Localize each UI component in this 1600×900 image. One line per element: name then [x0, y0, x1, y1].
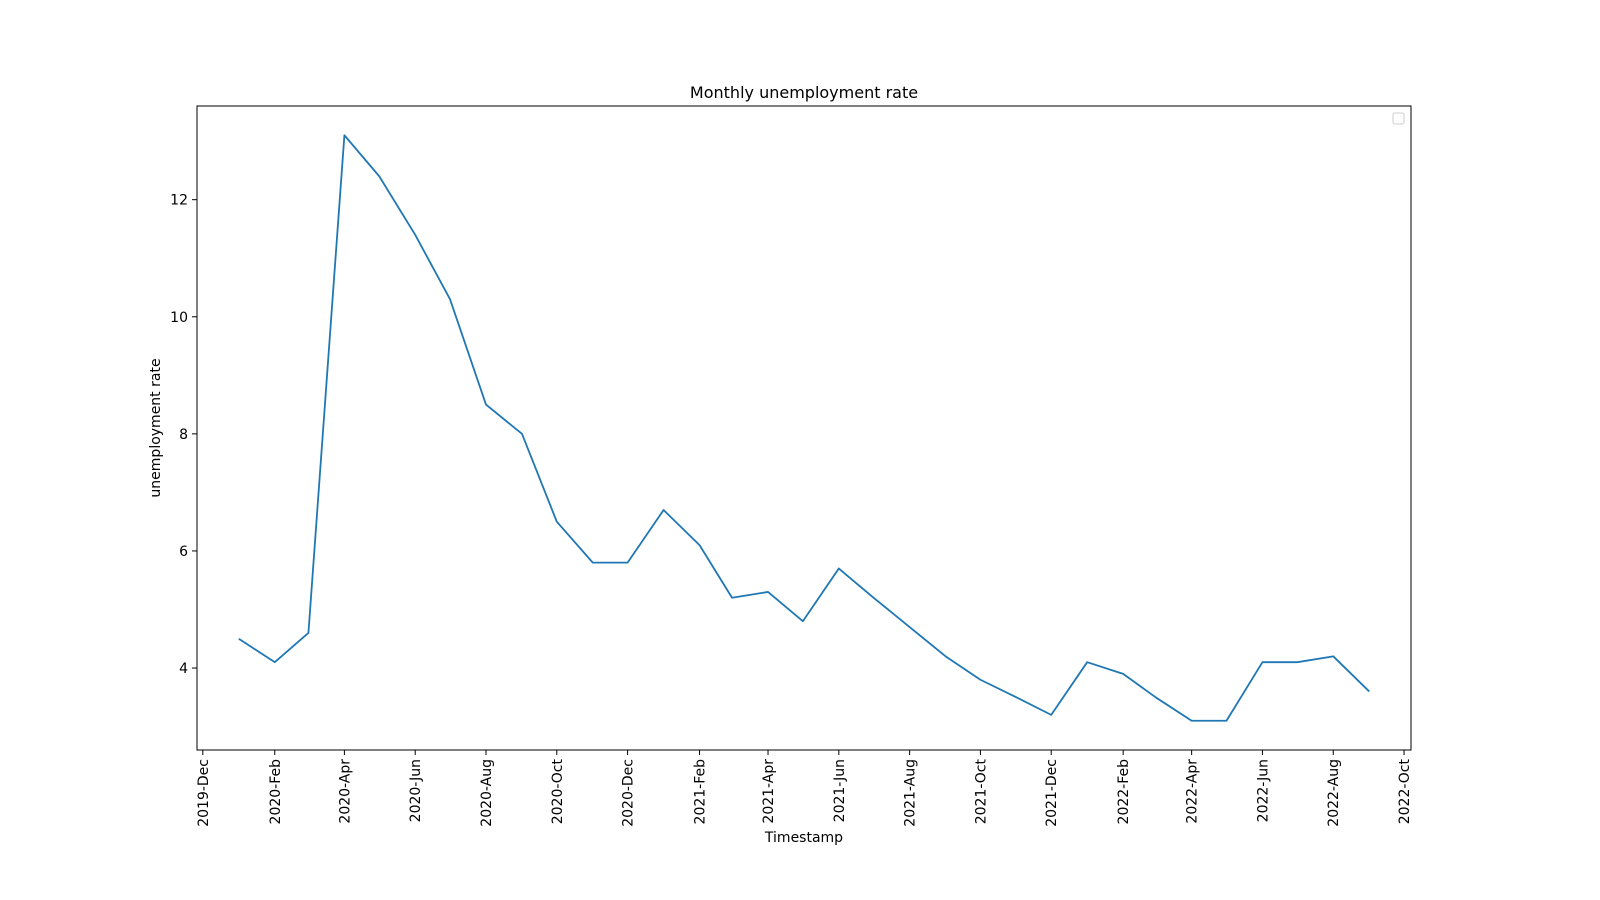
x-tick-label: 2022-Aug [1326, 759, 1342, 827]
x-axis-label: Timestamp [764, 830, 843, 846]
data-point [1051, 714, 1052, 715]
data-point [699, 544, 700, 545]
x-tick-label: 2020-Apr [337, 759, 353, 824]
y-tick-label: 8 [179, 427, 188, 443]
data-point [1155, 697, 1156, 698]
x-tick-label: 2022-Feb [1116, 759, 1132, 825]
data-point [238, 638, 239, 639]
data-point [308, 632, 309, 633]
data-point [980, 679, 981, 680]
data-point [521, 433, 522, 434]
x-tick-label: 2020-Feb [268, 759, 284, 825]
series-layer [238, 134, 1370, 722]
data-point [1123, 673, 1124, 674]
data-point [1297, 662, 1298, 663]
data-point [556, 521, 557, 522]
y-tick-label: 6 [179, 544, 188, 560]
data-point [663, 509, 664, 510]
data-point [627, 562, 628, 563]
data-point [415, 234, 416, 235]
chart-title: Monthly unemployment rate [690, 83, 918, 102]
data-point [1191, 720, 1192, 721]
legend-box [1392, 112, 1405, 125]
data-point [873, 597, 874, 598]
x-tick-label: 2021-Oct [973, 758, 989, 824]
data-point [449, 299, 450, 300]
data-point [1087, 662, 1088, 663]
data-point [592, 562, 593, 563]
data-point [379, 176, 380, 177]
data-point [274, 662, 275, 663]
y-tick-label: 4 [179, 661, 188, 677]
data-point [1226, 720, 1227, 721]
data-point [731, 597, 732, 598]
x-tick-label: 2020-Jun [408, 759, 424, 822]
y-tick-label: 10 [170, 310, 188, 326]
data-point [1016, 697, 1017, 698]
data-point [838, 568, 839, 569]
axis-ticks: 2019-Dec 2020-Feb 2020-Apr 2020-Jun 2020-Aug… [170, 193, 1413, 827]
x-tick-label: 2020-Aug [479, 759, 495, 827]
x-tick-label: 2019-Dec [196, 759, 212, 827]
y-axis-label: unemployment rate [148, 358, 164, 497]
data-point [1333, 656, 1334, 657]
x-tick-label: 2021-Aug [903, 759, 919, 827]
x-tick-label: 2022-Jun [1255, 759, 1271, 822]
x-tick-label: 2021-Dec [1044, 759, 1060, 827]
data-point [1369, 691, 1370, 692]
x-tick-label: 2020-Oct [550, 758, 566, 824]
x-tick-label: 2022-Apr [1185, 759, 1201, 824]
x-tick-label: 2021-Jun [832, 759, 848, 822]
y-tick-label: 12 [170, 193, 188, 209]
x-tick-label: 2022-Oct [1397, 758, 1413, 824]
data-point [344, 135, 345, 136]
data-point [945, 656, 946, 657]
series-line [238, 134, 1370, 722]
data-point [1262, 662, 1263, 663]
x-tick-label: 2020-Dec [621, 759, 637, 827]
data-point [767, 591, 768, 592]
x-tick-label: 2021-Apr [761, 759, 777, 824]
data-point [802, 621, 803, 622]
plot-frame [196, 105, 1412, 751]
data-point [909, 626, 910, 627]
x-tick-label: 2021-Feb [693, 759, 709, 825]
data-point [485, 404, 486, 405]
